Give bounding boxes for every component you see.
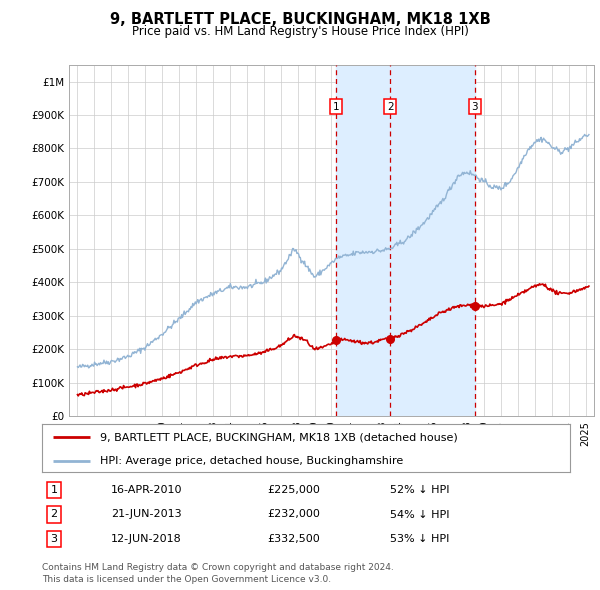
Text: Price paid vs. HM Land Registry's House Price Index (HPI): Price paid vs. HM Land Registry's House … — [131, 25, 469, 38]
Text: £332,500: £332,500 — [267, 535, 320, 544]
Text: 2: 2 — [387, 101, 394, 112]
Text: 3: 3 — [471, 101, 478, 112]
Text: 21-JUN-2013: 21-JUN-2013 — [111, 510, 182, 519]
Text: 16-APR-2010: 16-APR-2010 — [111, 485, 182, 494]
Text: 2: 2 — [50, 510, 58, 519]
Text: 9, BARTLETT PLACE, BUCKINGHAM, MK18 1XB: 9, BARTLETT PLACE, BUCKINGHAM, MK18 1XB — [110, 12, 490, 27]
Bar — [337, 65, 475, 416]
Text: 3: 3 — [50, 535, 58, 544]
Text: £232,000: £232,000 — [267, 510, 320, 519]
Text: This data is licensed under the Open Government Licence v3.0.: This data is licensed under the Open Gov… — [42, 575, 331, 584]
Text: 52% ↓ HPI: 52% ↓ HPI — [390, 485, 449, 494]
Text: 1: 1 — [333, 101, 340, 112]
Text: 12-JUN-2018: 12-JUN-2018 — [111, 535, 182, 544]
Text: 54% ↓ HPI: 54% ↓ HPI — [390, 510, 449, 519]
Text: 9, BARTLETT PLACE, BUCKINGHAM, MK18 1XB (detached house): 9, BARTLETT PLACE, BUCKINGHAM, MK18 1XB … — [100, 432, 458, 442]
Text: £225,000: £225,000 — [267, 485, 320, 494]
Text: 1: 1 — [50, 485, 58, 494]
Text: Contains HM Land Registry data © Crown copyright and database right 2024.: Contains HM Land Registry data © Crown c… — [42, 563, 394, 572]
Text: HPI: Average price, detached house, Buckinghamshire: HPI: Average price, detached house, Buck… — [100, 456, 403, 466]
Text: 53% ↓ HPI: 53% ↓ HPI — [390, 535, 449, 544]
